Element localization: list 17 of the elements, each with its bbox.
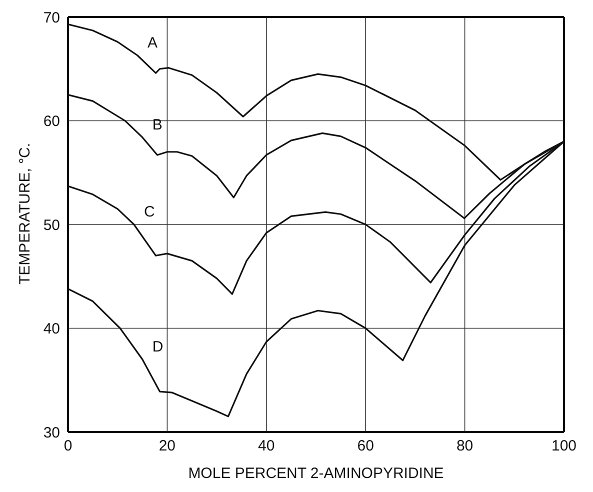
y-tick-label: 40 <box>43 320 60 338</box>
y-tick-label: 30 <box>43 424 60 442</box>
y-tick-label: 60 <box>43 113 60 130</box>
x-axis-title: MOLE PERCENT 2-AMINOPYRIDINE <box>188 465 444 482</box>
series-label: A <box>147 34 158 52</box>
x-tick-label: 100 <box>551 438 577 455</box>
y-tick-label: 70 <box>43 9 60 26</box>
x-tick-label: 20 <box>158 438 176 455</box>
y-axis-title: TEMPERATURE, °C. <box>16 142 34 284</box>
x-tick-label: 80 <box>456 438 474 455</box>
series-label: D <box>152 338 164 356</box>
series-label: B <box>152 116 162 134</box>
x-tick-label: 60 <box>357 438 374 455</box>
y-tick-label: 50 <box>43 216 60 234</box>
x-tick-label: 40 <box>258 438 275 455</box>
series-label: C <box>144 204 155 220</box>
x-tick-label: 0 <box>64 438 72 455</box>
